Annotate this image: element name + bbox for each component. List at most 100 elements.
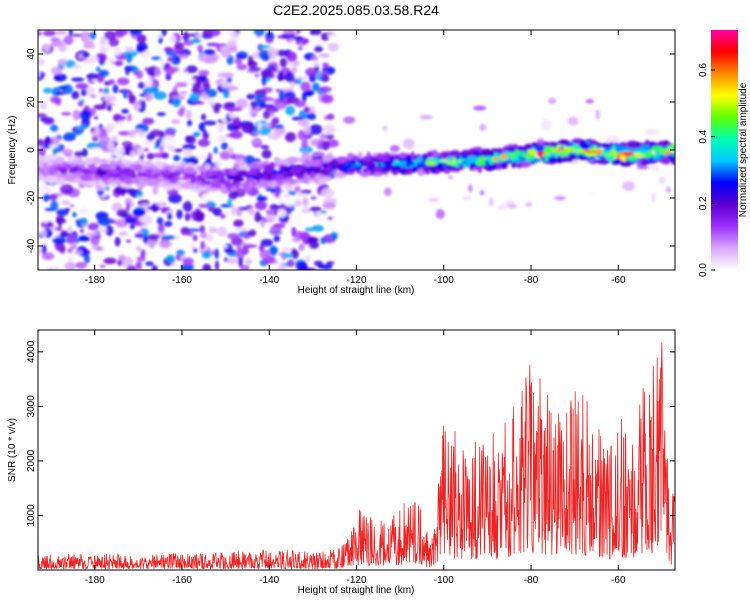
spectral-blob	[38, 186, 49, 195]
spectral-blob	[230, 205, 236, 216]
spectral-blob	[303, 106, 311, 114]
spectral-blob	[636, 165, 650, 170]
ridge-blob	[381, 155, 386, 162]
spectral-blob	[114, 185, 127, 195]
spectral-blob	[427, 198, 440, 202]
spectral-blob	[228, 45, 238, 53]
spectral-blob	[50, 96, 62, 104]
spectral-blob	[292, 36, 304, 41]
ridge-blob	[611, 150, 617, 157]
spectral-blob	[243, 155, 256, 165]
snr-x-label: Height of straight line (km)	[298, 585, 415, 596]
spectral-blob	[208, 214, 214, 226]
spectral-blob	[275, 88, 281, 93]
spectral-blob	[156, 217, 164, 225]
spectral-blob	[622, 181, 635, 191]
ridge-blob	[448, 167, 455, 171]
spectral-blob	[286, 51, 298, 63]
snr-y-tick-label: 1000	[26, 504, 37, 527]
spectral-blob	[221, 244, 228, 249]
spectral-blob	[297, 129, 305, 140]
spectral-blob	[139, 214, 153, 225]
ridge-blob	[405, 169, 413, 174]
spectral-blob	[71, 90, 80, 100]
spectral-blob	[320, 187, 335, 198]
ridge-blob	[324, 167, 329, 173]
ridge-blob	[179, 167, 185, 174]
spectral-blob	[94, 185, 107, 191]
spectral-blob	[279, 57, 288, 68]
spectral-blob	[80, 88, 87, 97]
spectral-blob	[118, 254, 126, 262]
spectral-blob	[226, 258, 239, 264]
spectral-blob	[161, 30, 167, 37]
spectral-blob	[136, 42, 148, 53]
spectral-blob	[287, 259, 295, 268]
ridge-blob	[466, 155, 479, 163]
ridge-blob	[383, 161, 391, 166]
spectral-blob	[304, 91, 313, 97]
ridge-blob	[303, 173, 309, 182]
spectral-blob	[83, 43, 96, 49]
spectral-blob	[143, 224, 148, 228]
spectral-blob	[42, 44, 47, 50]
spectral-blob	[59, 183, 74, 195]
spectral-blob	[291, 237, 301, 243]
spectral-blob	[86, 231, 101, 237]
ridge-blob	[492, 157, 499, 162]
ridge-blob	[346, 154, 354, 160]
spectral-blob	[207, 99, 215, 107]
spectral-blob	[283, 197, 295, 207]
spectral-blob	[585, 99, 594, 104]
spectral-blob	[236, 244, 242, 254]
ridge-blob	[262, 174, 268, 181]
spectral-blob	[448, 175, 453, 180]
spectral-blob	[541, 119, 552, 130]
spectral-blob	[309, 240, 320, 249]
ridge-blob	[48, 177, 58, 184]
spectral-blob	[206, 200, 216, 210]
spectral-blob	[150, 56, 162, 60]
spectral-blob	[77, 101, 84, 107]
spectral-blob	[227, 146, 234, 156]
spectral-blob	[294, 199, 303, 207]
spectral-blob	[93, 104, 107, 110]
ridge-blob	[38, 159, 43, 164]
spectral-blob	[39, 229, 47, 237]
heatmap-x-tick-label: -80	[524, 275, 539, 286]
spectral-blob	[189, 92, 201, 102]
spectral-blob	[260, 218, 265, 228]
spectral-blob	[301, 138, 309, 150]
heatmap-x-label: Height of straight line (km)	[298, 285, 415, 296]
spectral-blob	[50, 136, 60, 146]
ridge-blob	[399, 162, 407, 168]
spectral-blob	[294, 101, 306, 108]
spectral-blob	[158, 240, 172, 249]
spectral-blob	[130, 150, 135, 159]
spectral-blob	[282, 253, 293, 258]
spectral-blob	[241, 245, 249, 255]
spectral-blob	[198, 69, 210, 77]
spectral-blob	[187, 228, 201, 232]
spectral-blob	[280, 247, 292, 252]
spectral-blob	[90, 147, 103, 153]
spectral-blob	[136, 70, 144, 80]
spectral-blob	[326, 261, 335, 265]
spectral-blob	[114, 236, 121, 247]
spectral-blob	[273, 209, 279, 216]
spectral-blob	[462, 196, 472, 200]
spectral-blob	[314, 45, 324, 53]
spectral-blob	[206, 42, 220, 47]
spectral-blob	[508, 203, 518, 209]
spectral-blob	[231, 116, 241, 126]
ridge-blob	[579, 142, 591, 150]
ridge-blob	[99, 163, 111, 170]
ridge-blob	[216, 169, 222, 177]
spectral-blob	[265, 105, 280, 113]
spectral-blob	[129, 223, 135, 230]
spectral-blob	[171, 54, 181, 65]
spectral-blob	[249, 101, 259, 108]
ridge-blob	[649, 156, 654, 164]
spectral-blob	[38, 58, 45, 66]
spectral-blob	[296, 77, 302, 85]
